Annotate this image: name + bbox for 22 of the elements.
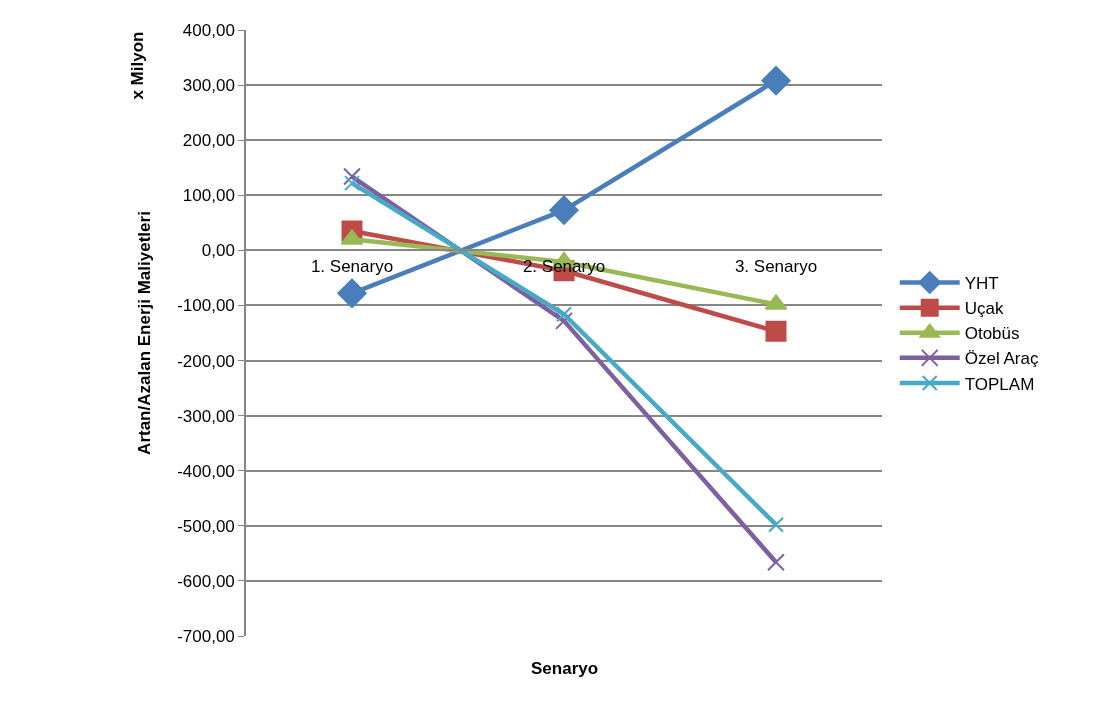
x-tick-label: 1. Senaryo: [310, 256, 394, 276]
legend-label: Uçak: [964, 299, 1004, 319]
y-tick-label: 200,00: [182, 131, 235, 151]
x-tick-label: 3. Senaryo: [734, 256, 818, 276]
y-tick-label: 300,00: [182, 76, 235, 96]
y-tick-label: 0,00: [201, 241, 235, 261]
y-tick-label: -700,00: [177, 626, 235, 646]
y-tick-label: 100,00: [182, 186, 235, 206]
legend-label: YHT: [964, 274, 999, 294]
y-tick-label: -500,00: [177, 516, 235, 536]
legend-label: Özel Araç: [964, 349, 1039, 369]
y-tick-label: -600,00: [177, 571, 235, 591]
y-tick-label: -200,00: [177, 351, 235, 371]
y-axis-title: Artan/Azalan Enerji Maliyetleri: [135, 211, 155, 455]
y-tick-label: 400,00: [182, 20, 235, 40]
x-axis-title: Senaryo: [531, 659, 599, 678]
y-tick-label: -400,00: [177, 461, 235, 481]
y-tick-label: -100,00: [177, 296, 235, 316]
legend-label: TOPLAM: [964, 374, 1035, 394]
text: x Milyon: [127, 31, 147, 100]
legend-label: Otobüs: [964, 324, 1020, 344]
y-tick-label: -300,00: [177, 406, 235, 426]
